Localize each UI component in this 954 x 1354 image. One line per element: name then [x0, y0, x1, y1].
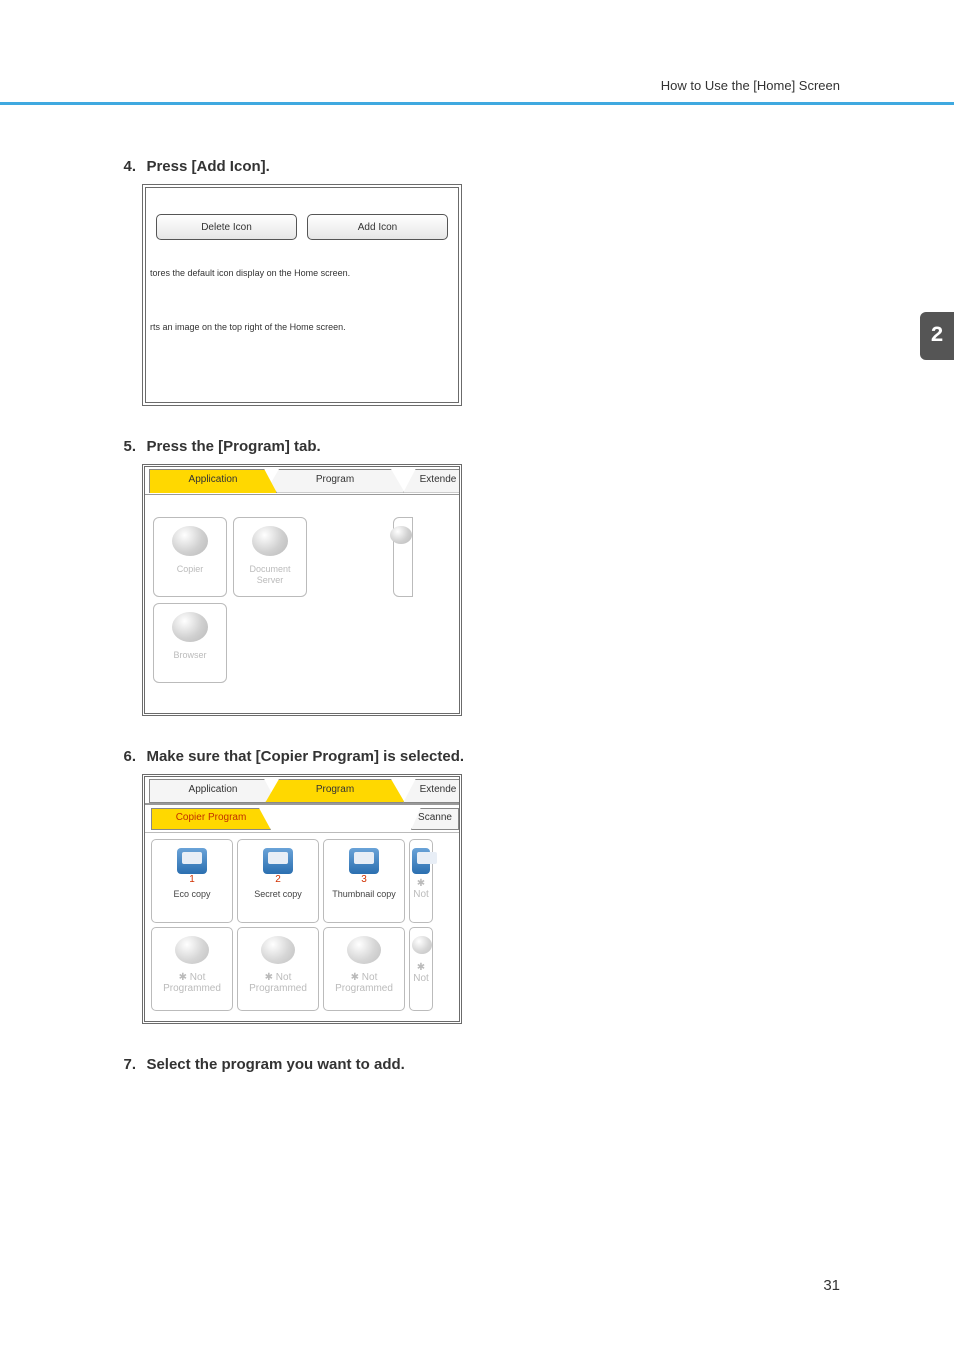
eco-copy-num: 1	[152, 874, 232, 885]
app-browser-label: Browser	[154, 650, 226, 661]
prog-cut-2[interactable]: ✱ Not	[409, 927, 433, 1011]
app-copier-label: Copier	[154, 564, 226, 575]
tab-row: Program Application Extende	[145, 467, 459, 495]
tab-application[interactable]: Application	[149, 469, 277, 493]
np-label-cut: ✱ Not	[410, 962, 432, 984]
tab-application-2[interactable]: Application	[149, 779, 277, 803]
prog-eco-copy[interactable]: 1 Eco copy	[151, 839, 233, 923]
step-5: 5. Press the [Program] tab.	[114, 438, 814, 456]
page-number: 31	[823, 1277, 840, 1294]
browser-icon	[172, 612, 208, 642]
thumbnail-copy-label: Thumbnail copy	[324, 889, 404, 899]
subtab-copier-program[interactable]: Copier Program	[151, 808, 271, 830]
step-7-text: Select the program you want to add.	[146, 1056, 404, 1073]
np-icon-cut	[412, 936, 432, 954]
np-label-3: ✱ Not Programmed	[324, 972, 404, 994]
prog-cut-1[interactable]: ✱ Not	[409, 839, 433, 923]
figure-program-tab: Program Application Extende Copier Docum…	[142, 464, 462, 716]
prog-not-programmed-1[interactable]: ✱ Not Programmed	[151, 927, 233, 1011]
step-7: 7. Select the program you want to add.	[114, 1056, 814, 1074]
step-6: 6. Make sure that [Copier Program] is se…	[114, 748, 814, 766]
fig1-line1: tores the default icon display on the Ho…	[150, 268, 448, 278]
tab-program-2[interactable]: Program	[265, 779, 405, 803]
step-5-number: 5.	[114, 438, 136, 455]
np-label-2: ✱ Not Programmed	[238, 972, 318, 994]
prog-not-programmed-2[interactable]: ✱ Not Programmed	[237, 927, 319, 1011]
app-document-server[interactable]: Document Server	[233, 517, 307, 597]
cut-prog-icon	[412, 848, 430, 874]
tab-extended[interactable]: Extende	[403, 469, 462, 493]
copier-icon	[172, 526, 208, 556]
header-breadcrumb: How to Use the [Home] Screen	[661, 78, 840, 93]
np-label-1: ✱ Not Programmed	[152, 972, 232, 994]
prog-thumbnail-copy[interactable]: 3 Thumbnail copy	[323, 839, 405, 923]
app-copier[interactable]: Copier	[153, 517, 227, 597]
step-7-number: 7.	[114, 1056, 136, 1073]
step-4-number: 4.	[114, 158, 136, 175]
chapter-side-tab: 2	[920, 312, 954, 360]
delete-icon-button[interactable]: Delete Icon	[156, 214, 297, 240]
step-6-number: 6.	[114, 748, 136, 765]
app-doc-label1: Document	[234, 564, 306, 575]
secret-copy-label: Secret copy	[238, 889, 318, 899]
eco-copy-label: Eco copy	[152, 889, 232, 899]
figure-copier-program: Application Program Extende Copier Progr…	[142, 774, 462, 1024]
cut-prog-label: ✱ Not	[410, 878, 432, 900]
tab-program[interactable]: Program	[265, 469, 405, 493]
step-5-text: Press the [Program] tab.	[146, 438, 320, 455]
fig1-line2: rts an image on the top right of the Hom…	[150, 322, 448, 332]
header-rule	[0, 102, 954, 105]
program-grid: 1 Eco copy 2 Secret copy 3 Thumbnail cop…	[151, 839, 459, 1011]
app-doc-label2: Server	[234, 575, 306, 586]
np-icon-2	[261, 936, 295, 964]
secret-copy-num: 2	[238, 874, 318, 885]
step-4-text: Press [Add Icon].	[146, 158, 269, 175]
add-icon-button[interactable]: Add Icon	[307, 214, 448, 240]
prog-not-programmed-3[interactable]: ✱ Not Programmed	[323, 927, 405, 1011]
secret-copy-icon	[263, 848, 293, 874]
prog-secret-copy[interactable]: 2 Secret copy	[237, 839, 319, 923]
thumbnail-copy-icon	[349, 848, 379, 874]
np-icon-3	[347, 936, 381, 964]
app-browser[interactable]: Browser	[153, 603, 227, 683]
step-6-text: Make sure that [Copier Program] is selec…	[146, 748, 464, 765]
eco-copy-icon	[177, 848, 207, 874]
document-server-icon	[252, 526, 288, 556]
subtab-row: Copier Program Scanne	[145, 805, 459, 833]
thumbnail-copy-num: 3	[324, 874, 404, 885]
tab-extended-2[interactable]: Extende	[403, 779, 462, 803]
cut-icon	[390, 526, 412, 544]
figure-add-icon-dialog: Delete Icon Add Icon tores the default i…	[142, 184, 462, 406]
page-content: 4. Press [Add Icon]. Delete Icon Add Ico…	[114, 158, 814, 1088]
step-4: 4. Press [Add Icon].	[114, 158, 814, 176]
app-grid: Copier Document Server Browser	[145, 495, 459, 691]
app-cut-cell[interactable]	[393, 517, 413, 597]
np-icon-1	[175, 936, 209, 964]
subtab-scanner[interactable]: Scanne	[411, 808, 459, 830]
